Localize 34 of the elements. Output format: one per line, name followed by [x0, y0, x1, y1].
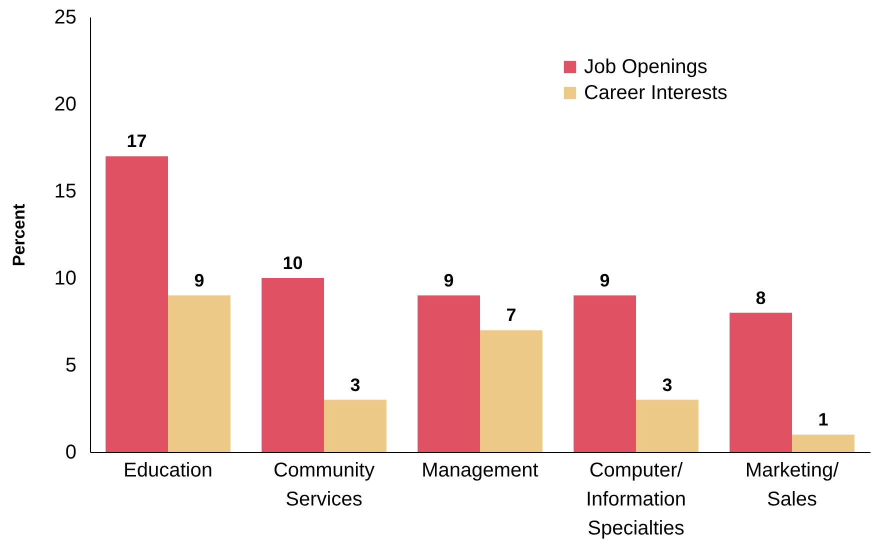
legend-label: Job Openings — [584, 56, 708, 78]
data-label: 9 — [600, 270, 610, 290]
y-tick-label: 20 — [54, 94, 76, 116]
bar — [636, 400, 698, 452]
x-tick-label: Computer/Information Specialties — [586, 460, 686, 540]
bar — [168, 295, 230, 452]
data-label: 9 — [194, 270, 204, 290]
data-label: 17 — [126, 131, 147, 152]
legend-label: Career Interests — [584, 82, 728, 104]
data-label: 3 — [662, 374, 672, 395]
y-tick-label: 10 — [54, 268, 76, 290]
bar — [324, 400, 386, 452]
bar — [106, 156, 168, 452]
y-tick-label: 5 — [65, 354, 76, 376]
data-label: 1 — [818, 410, 828, 430]
y-tick-label: 15 — [54, 180, 76, 202]
bar — [574, 295, 636, 452]
y-axis-title: Percent — [9, 203, 28, 266]
data-label: 9 — [444, 270, 454, 290]
data-label: 3 — [350, 374, 360, 395]
bar — [480, 330, 542, 452]
data-label: 8 — [756, 288, 766, 308]
data-label: 7 — [506, 305, 516, 326]
x-tick-label: Marketing/Sales — [745, 460, 840, 510]
bar — [262, 278, 324, 452]
x-tick-label: Education — [124, 460, 212, 482]
bar — [792, 434, 854, 452]
y-tick-label: 0 — [65, 442, 76, 464]
bar — [730, 312, 792, 452]
x-tick-label: Management — [422, 460, 539, 482]
y-tick-label: 25 — [54, 6, 76, 28]
data-label: 10 — [282, 253, 303, 273]
x-tick-label: Community Services — [273, 460, 375, 510]
bar — [418, 295, 480, 452]
